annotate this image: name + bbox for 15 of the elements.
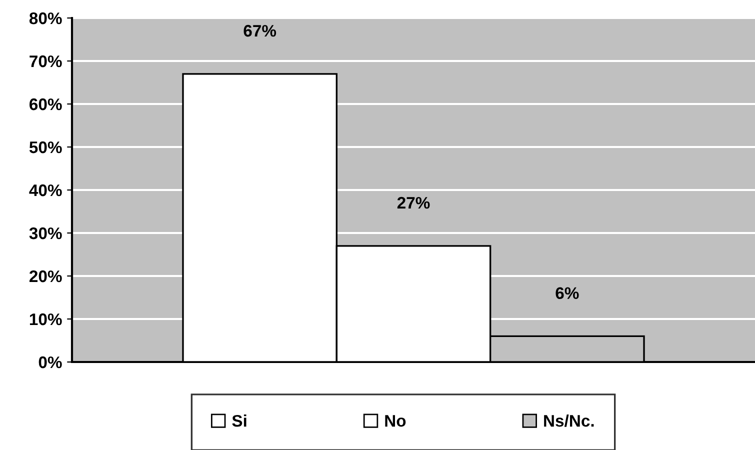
y-tick-label: 40% <box>29 184 62 196</box>
legend-label: Ns/Nc. <box>544 414 594 427</box>
y-tick-label: 60% <box>30 98 62 110</box>
y-tick-label: 70% <box>30 55 62 68</box>
data-label: 6% <box>556 287 579 300</box>
y-tick-label: 80% <box>29 12 62 24</box>
y-tick-label: 30% <box>29 227 62 240</box>
legend-label: Si <box>232 414 246 427</box>
data-label: 27% <box>397 196 430 209</box>
data-label: 67% <box>244 24 276 37</box>
legend-label: No <box>385 415 406 427</box>
y-tick-label: 20% <box>30 270 62 282</box>
y-tick-label: 10% <box>30 313 62 326</box>
y-tick-label: 0% <box>38 356 62 368</box>
y-tick-label: 50% <box>29 141 62 154</box>
